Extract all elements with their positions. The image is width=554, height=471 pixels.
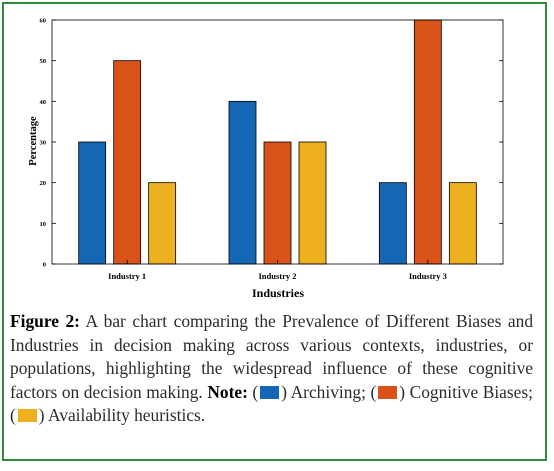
bar-availability-heuristics-2 [298, 141, 327, 265]
legend-swatch-availability-heuristics [17, 409, 37, 423]
bar-cognitive-biases-3 [413, 19, 442, 265]
bar-archiving-1 [78, 141, 107, 265]
bar-availability-heuristics-3 [448, 182, 477, 265]
y-tick-label: 0 [43, 262, 46, 269]
note-label: Note: [207, 381, 248, 402]
y-tick-label: 20 [40, 180, 47, 187]
legend-label-archiving: Archiving [290, 381, 362, 402]
y-tick-label: 40 [40, 99, 47, 106]
legend-swatch-archiving [260, 385, 280, 399]
bar-archiving-2 [228, 100, 257, 265]
bar-availability-heuristics-1 [148, 182, 177, 265]
x-tick-label: Industry 2 [258, 271, 296, 281]
bar-archiving-3 [378, 182, 407, 265]
plot-area: 0 10 20 30 40 50 60 Industry 1 Industry 2 Industr… [40, 18, 504, 281]
x-tick-label: Industry 1 [108, 271, 146, 281]
y-tick-label: 60 [40, 18, 47, 25]
y-tick-label: 50 [40, 58, 47, 65]
y-tick-label: 30 [40, 140, 47, 147]
legend-swatch-cognitive-biases [378, 385, 398, 399]
figure-caption: Figure 2: A bar chart comparing the Prev… [10, 311, 534, 426]
bar-cognitive-biases-2 [263, 141, 292, 265]
legend-label-cognitive-biases: Cognitive Biases [409, 381, 529, 402]
x-tick-label: Industry 3 [409, 271, 447, 281]
bar-chart: 0 10 20 30 40 50 60 Industry 1 Industry 2 Industr… [28, 18, 504, 300]
caption-text: A bar chart comparing the Prevalence of … [10, 311, 534, 402]
y-tick-label: 10 [40, 221, 47, 228]
caption-label: Figure 2: [10, 311, 80, 331]
x-axis-label: Industries [252, 286, 304, 300]
y-axis-label: Percentage [28, 116, 39, 166]
bar-cognitive-biases-1 [113, 60, 142, 265]
legend-label-availability-heuristics: Availability heuristics. [47, 405, 206, 426]
